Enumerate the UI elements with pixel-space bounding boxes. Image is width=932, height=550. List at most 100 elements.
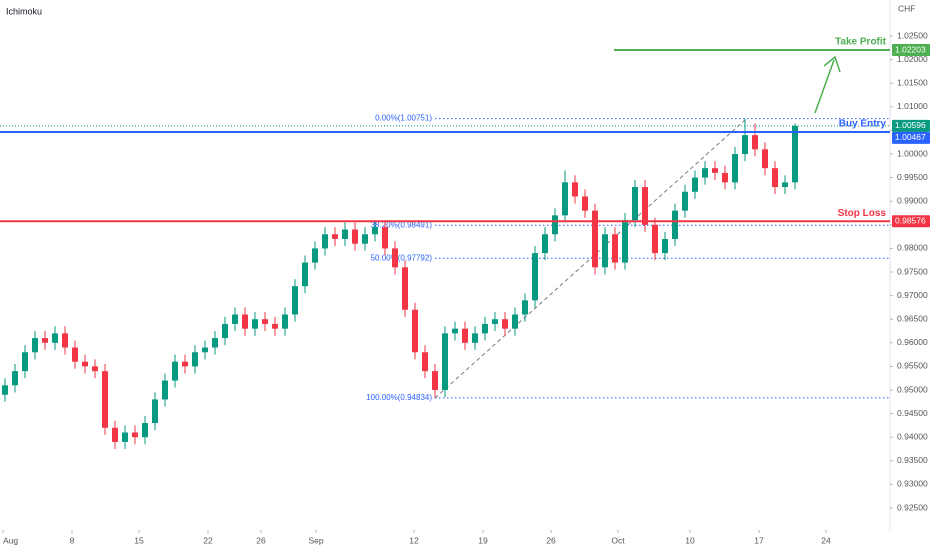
y-tick-label: 0.94000	[897, 431, 928, 441]
candle-body	[522, 300, 528, 315]
candle-body	[742, 135, 748, 155]
candle-body	[782, 182, 788, 188]
candle-body	[792, 125, 798, 183]
level-price-label: 0.98576	[895, 215, 926, 225]
candle-body	[482, 323, 488, 334]
candle-body	[592, 210, 598, 268]
y-tick-label: 1.01000	[897, 101, 928, 111]
arrow-head	[823, 55, 841, 73]
candle-body	[732, 154, 738, 183]
candle-body	[62, 333, 68, 348]
y-tick-label: 0.93500	[897, 455, 928, 465]
candle-body	[142, 423, 148, 438]
candle-body	[202, 347, 208, 353]
candle-body	[372, 227, 378, 235]
y-tick-label: 0.93000	[897, 479, 928, 489]
candle-body	[612, 234, 618, 263]
candle-body	[72, 347, 78, 362]
y-tick-label: 0.95500	[897, 361, 928, 371]
candle-body	[672, 210, 678, 239]
y-tick-label: 1.02000	[897, 54, 928, 64]
x-tick-label: Sep	[308, 535, 323, 545]
fib-label: 50.00%(0.97792)	[371, 253, 433, 262]
candle-body	[682, 191, 688, 211]
candle-body	[722, 172, 728, 183]
x-tick-label: 8	[70, 535, 75, 545]
x-tick-label: 26	[546, 535, 556, 545]
fib-trend-line	[434, 119, 746, 399]
candle-body	[352, 229, 358, 244]
x-tick-label: 22	[203, 535, 213, 545]
current-price-box	[892, 119, 930, 132]
candle-body	[532, 253, 538, 301]
fib-label: 100.00%(0.94834)	[366, 393, 432, 402]
candle-body	[152, 399, 158, 424]
level-price-box	[892, 131, 930, 144]
candle-body	[242, 314, 248, 329]
candle-body	[602, 234, 608, 268]
candle-body	[212, 338, 218, 348]
candle-body	[662, 238, 668, 254]
y-tick-label: 0.95000	[897, 384, 928, 394]
candle-body	[412, 309, 418, 353]
candle-body	[282, 314, 288, 329]
y-tick-label: 0.94500	[897, 408, 928, 418]
candle-body	[642, 187, 648, 225]
arrow-shaft	[814, 59, 835, 114]
candle-body	[22, 352, 28, 372]
candle-body	[132, 432, 138, 438]
candle-body	[112, 427, 118, 442]
candle-body	[162, 380, 168, 400]
candle-body	[712, 168, 718, 173]
x-tick-label: 17	[754, 535, 764, 545]
candle-body	[12, 371, 18, 386]
candle-body	[512, 314, 518, 329]
candle-body	[752, 135, 758, 150]
y-tick-label: 0.98000	[897, 243, 928, 253]
candle-body	[552, 215, 558, 235]
candle-body	[772, 168, 778, 188]
candle-body	[52, 333, 58, 343]
candle-body	[382, 227, 388, 249]
candle-body	[702, 168, 708, 178]
candle-body	[622, 220, 628, 263]
candle-body	[442, 333, 448, 391]
level-name: Take Profit	[835, 37, 887, 48]
candle-body	[582, 196, 588, 211]
level-price-box	[892, 215, 930, 228]
candle-body	[462, 328, 468, 343]
candle-body	[632, 187, 638, 221]
level-name: Buy Entry	[839, 119, 887, 130]
candle-body	[492, 319, 498, 324]
level-price-label: 1.00467	[895, 132, 926, 142]
candle-body	[502, 319, 508, 329]
x-tick-label: 24	[821, 535, 831, 545]
y-tick-label: 0.99000	[897, 195, 928, 205]
candle-body	[92, 366, 98, 372]
candle-body	[562, 182, 568, 216]
candle-body	[42, 338, 48, 343]
x-tick-label: 15	[134, 535, 144, 545]
indicator-label: Ichimoku	[6, 6, 42, 16]
candle-body	[122, 432, 128, 442]
candle-body	[192, 352, 198, 367]
fib-label: 38.20%(0.98491)	[371, 220, 433, 229]
x-tick-label: 10	[685, 535, 695, 545]
y-tick-label: 0.97000	[897, 290, 928, 300]
x-tick-label: Aug	[3, 535, 18, 545]
candle-body	[432, 371, 438, 391]
x-tick-label: Oct	[611, 535, 625, 545]
x-tick-label: 26	[256, 535, 266, 545]
y-tick-label: 1.00000	[897, 148, 928, 158]
currency-label: CHF	[898, 3, 915, 13]
candle-body	[272, 323, 278, 329]
candle-body	[362, 234, 368, 244]
level-name: Stop Loss	[838, 208, 887, 219]
fib-label: 0.00%(1.00751)	[375, 114, 432, 123]
y-tick-label: 0.96000	[897, 337, 928, 347]
candle-body	[2, 385, 8, 395]
y-tick-label: 0.96500	[897, 313, 928, 323]
